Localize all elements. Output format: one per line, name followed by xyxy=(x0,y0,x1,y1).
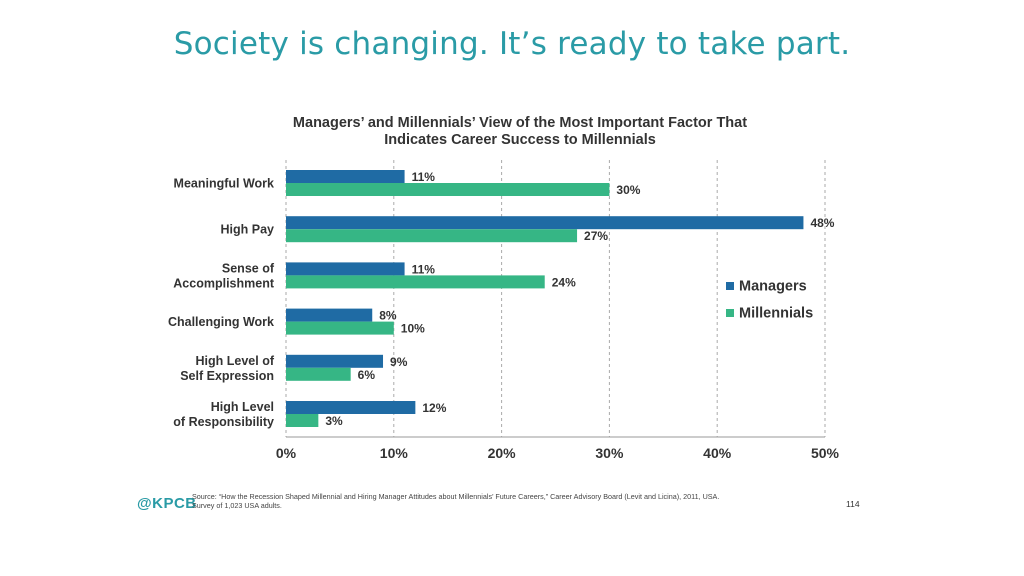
bar-millennials xyxy=(286,414,319,427)
legend-swatch xyxy=(726,309,734,317)
kpcb-logo: @KPCB xyxy=(137,495,197,512)
data-label: 6% xyxy=(358,368,376,382)
data-label: 9% xyxy=(390,355,408,369)
bar-managers xyxy=(286,401,416,414)
x-tick-label: 50% xyxy=(811,445,840,461)
source-note: Source: “How the Recession Shaped Millen… xyxy=(192,492,802,510)
legend-swatch xyxy=(726,282,734,290)
bar-managers xyxy=(286,216,804,230)
slide-title: Society is changing. It’s ready to take … xyxy=(173,26,851,62)
data-label: 10% xyxy=(401,322,425,336)
category-label: Meaningful Work xyxy=(174,177,275,191)
category-label: Challenging Work xyxy=(168,315,274,329)
data-label: 27% xyxy=(584,229,608,243)
x-tick-label: 20% xyxy=(488,445,517,461)
legend-label: Millennials xyxy=(739,306,813,322)
x-tick-label: 10% xyxy=(380,445,409,461)
category-label: High Level of xyxy=(196,354,275,368)
data-label: 24% xyxy=(552,275,576,289)
bar-managers xyxy=(286,262,405,276)
data-label: 11% xyxy=(412,262,436,276)
data-label: 11% xyxy=(412,170,436,184)
chart-title-line: Managers’ and Millennials’ View of the M… xyxy=(293,115,747,131)
category-label: High Pay xyxy=(221,223,275,237)
data-label: 3% xyxy=(325,414,343,428)
category-label: of Responsibility xyxy=(173,415,274,429)
data-label: 8% xyxy=(379,309,397,323)
category-label: Sense of xyxy=(222,261,275,275)
page-number: 114 xyxy=(846,499,860,509)
category-label: High Level xyxy=(211,400,274,414)
category-label: Self Expression xyxy=(180,369,274,383)
x-tick-label: 30% xyxy=(595,445,624,461)
data-label: 30% xyxy=(616,183,640,197)
bar-millennials xyxy=(286,183,610,196)
category-label: Accomplishment xyxy=(173,276,275,290)
chart-title-line: Indicates Career Success to Millennials xyxy=(384,132,656,148)
x-tick-label: 0% xyxy=(276,445,297,461)
bar-managers xyxy=(286,170,405,183)
bar-millennials xyxy=(286,229,578,243)
bar-millennials xyxy=(286,275,545,289)
source-line-2: Survey of 1,023 USA adults. xyxy=(192,501,282,510)
legend-label: Managers xyxy=(739,279,807,295)
bar-millennials xyxy=(286,367,351,381)
bar-millennials xyxy=(286,321,394,335)
bar-managers xyxy=(286,354,384,368)
source-line-1: Source: “How the Recession Shaped Millen… xyxy=(192,492,720,501)
data-label: 48% xyxy=(810,216,834,230)
x-tick-label: 40% xyxy=(703,445,732,461)
data-label: 12% xyxy=(422,401,446,415)
bar-managers xyxy=(286,308,373,322)
